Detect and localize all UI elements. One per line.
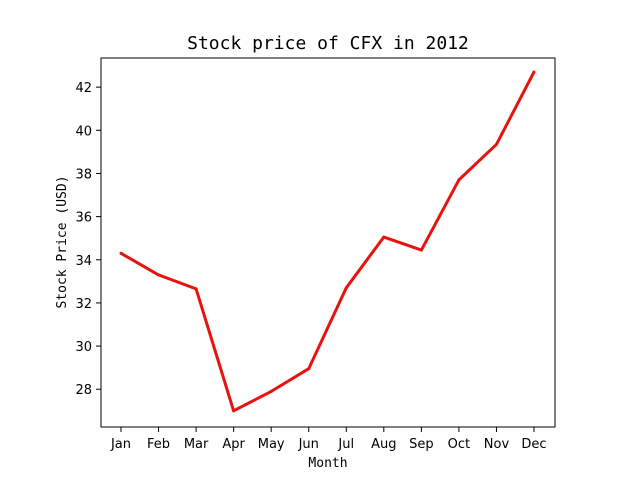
y-tick-label: 40 [75, 124, 92, 139]
x-tick-label: Apr [222, 437, 245, 452]
data-point [119, 251, 123, 255]
y-tick-label: 28 [75, 383, 92, 398]
x-tick-label: May [258, 437, 285, 452]
x-tick-label: Dec [521, 437, 546, 452]
data-point [194, 287, 198, 291]
x-tick-label: Sep [409, 437, 434, 452]
x-tick-label: Oct [448, 437, 470, 452]
data-point [382, 235, 386, 239]
y-axis: 28 30 32 34 36 38 40 42 [75, 81, 101, 398]
data-point [532, 70, 536, 74]
data-point [269, 389, 273, 393]
data-point [419, 248, 423, 252]
x-tick-label: Feb [147, 437, 170, 452]
x-tick-label: Jun [298, 437, 319, 452]
x-tick-label: Jan [110, 437, 131, 452]
data-point [307, 367, 311, 371]
y-tick-label: 34 [75, 254, 92, 269]
data-point [457, 178, 461, 182]
data-point [232, 409, 236, 413]
y-tick-label: 42 [75, 81, 92, 96]
x-axis-label: Month [308, 456, 347, 471]
plot-frame [100, 57, 556, 428]
x-axis: Jan Feb Mar Apr May Jun Jul Aug Sep Oct Nov Dec [110, 427, 547, 452]
y-tick-label: 30 [75, 340, 92, 355]
x-tick-label: Aug [371, 437, 396, 452]
data-point [344, 286, 348, 290]
x-tick-label: Jul [337, 437, 354, 452]
chart-title: Stock price of CFX in 2012 [187, 33, 469, 54]
y-axis-label: Stock Price (USD) [55, 175, 70, 308]
data-point [157, 273, 161, 277]
series-line [120, 71, 536, 413]
y-tick-label: 32 [75, 297, 92, 312]
data-points [119, 70, 536, 413]
data-point [494, 142, 498, 146]
x-tick-label: Mar [184, 437, 209, 452]
y-tick-label: 36 [75, 211, 92, 226]
y-tick-label: 38 [75, 167, 92, 182]
x-tick-label: Nov [484, 437, 510, 452]
